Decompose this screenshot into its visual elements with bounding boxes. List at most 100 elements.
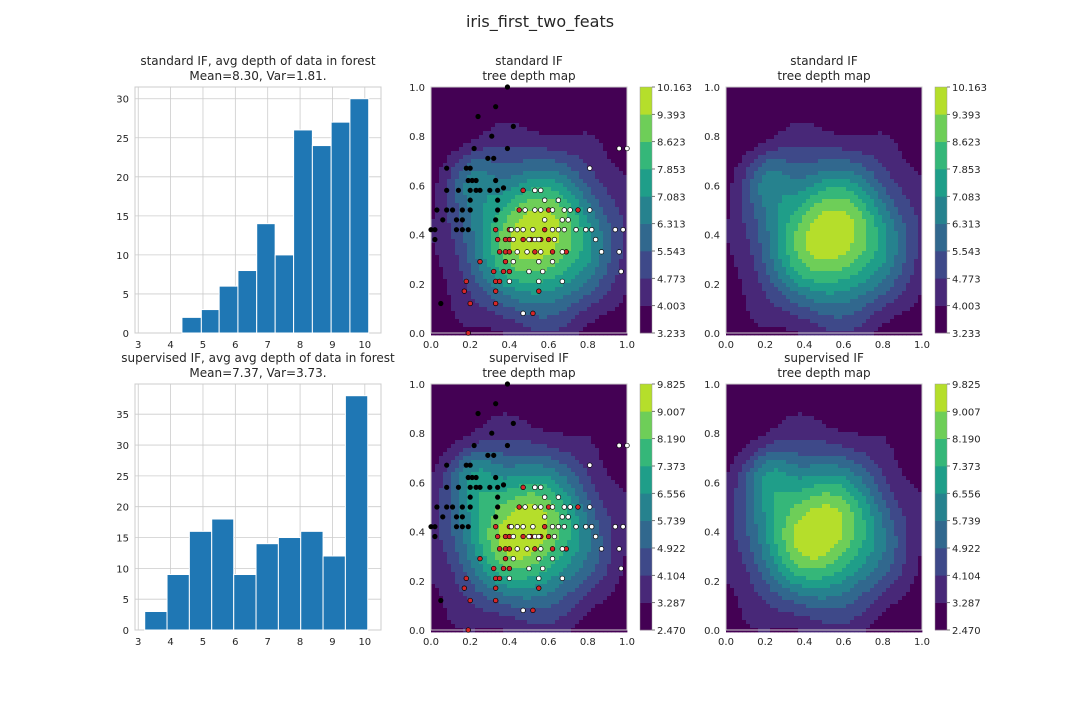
contour-cell bbox=[611, 211, 616, 216]
contour-cell bbox=[782, 171, 787, 176]
contour-cell bbox=[499, 199, 504, 204]
contour-cell bbox=[758, 259, 763, 264]
contour-cell bbox=[746, 107, 751, 112]
contour-cell bbox=[746, 99, 751, 104]
contour-cell bbox=[830, 307, 835, 312]
contour-cell bbox=[790, 151, 795, 156]
contour-cell bbox=[563, 327, 568, 332]
contour-cell bbox=[571, 211, 576, 216]
contour-cell bbox=[495, 203, 500, 208]
contour-cell bbox=[742, 291, 747, 296]
contour-cell bbox=[762, 167, 767, 172]
contour-cell bbox=[531, 315, 536, 320]
contour-cell bbox=[830, 271, 835, 276]
contour-cell bbox=[435, 279, 440, 284]
contour-cell bbox=[818, 199, 823, 204]
contour-cell bbox=[754, 311, 759, 316]
contour-cell bbox=[623, 291, 628, 296]
contour-cell bbox=[471, 187, 476, 192]
contour-cell bbox=[782, 131, 787, 136]
contour-cell bbox=[567, 319, 572, 324]
contour-cell bbox=[762, 127, 767, 132]
contour-cell bbox=[802, 215, 807, 220]
contour-cell bbox=[814, 199, 819, 204]
contour-cell bbox=[515, 91, 520, 96]
contour-cell bbox=[623, 187, 628, 192]
contour-cell bbox=[551, 183, 556, 188]
contour-cell bbox=[730, 255, 735, 260]
contour-cell bbox=[738, 175, 743, 180]
contour-cell bbox=[794, 183, 799, 188]
contour-cell bbox=[830, 247, 835, 252]
contour-cell bbox=[575, 287, 580, 292]
contour-cell bbox=[467, 251, 472, 256]
contour-cell bbox=[479, 179, 484, 184]
contour-cell bbox=[439, 119, 444, 124]
contour-cell bbox=[479, 271, 484, 276]
contour-cell bbox=[495, 191, 500, 196]
contour-cell bbox=[730, 303, 735, 308]
contour-cell bbox=[790, 87, 795, 92]
contour-cell bbox=[623, 263, 628, 268]
contour-cell bbox=[511, 327, 516, 332]
contour-cell bbox=[611, 251, 616, 256]
contour-cell bbox=[726, 135, 731, 140]
contour-cell bbox=[555, 191, 560, 196]
contour-cell bbox=[730, 211, 735, 216]
contour-cell bbox=[511, 111, 516, 116]
contour-cell bbox=[443, 127, 448, 132]
contour-cell bbox=[543, 195, 548, 200]
contour-cell bbox=[535, 115, 540, 120]
contour-cell bbox=[567, 127, 572, 132]
contour-cell bbox=[523, 111, 528, 116]
contour-cell bbox=[730, 223, 735, 228]
contour-cell bbox=[579, 231, 584, 236]
contour-cell bbox=[439, 247, 444, 252]
contour-cell bbox=[738, 247, 743, 252]
contour-cell bbox=[595, 287, 600, 292]
contour-cell bbox=[778, 159, 783, 164]
contour-cell bbox=[459, 243, 464, 248]
contour-cell bbox=[607, 263, 612, 268]
contour-cell bbox=[762, 287, 767, 292]
contour-cell bbox=[750, 171, 755, 176]
contour-cell bbox=[810, 91, 815, 96]
contour-cell bbox=[774, 207, 779, 212]
contour-cell bbox=[559, 287, 564, 292]
contour-cell bbox=[758, 123, 763, 128]
contour-cell bbox=[591, 247, 596, 252]
contour-cell bbox=[830, 255, 835, 260]
other-point bbox=[510, 259, 516, 265]
contour-cell bbox=[794, 223, 799, 228]
contour-cell bbox=[499, 119, 504, 124]
contour-cell bbox=[778, 207, 783, 212]
contour-cell bbox=[431, 195, 436, 200]
x-tick-label: 6 bbox=[232, 637, 238, 648]
contour-cell bbox=[459, 211, 464, 216]
contour-cell bbox=[559, 139, 564, 144]
contour-cell bbox=[599, 283, 604, 288]
contour-cell bbox=[742, 139, 747, 144]
contour-cell bbox=[611, 151, 616, 156]
contour-cell bbox=[826, 275, 831, 280]
contour-cell bbox=[495, 243, 500, 248]
contour-cell bbox=[579, 87, 584, 92]
contour-cell bbox=[786, 195, 791, 200]
contour-cell bbox=[595, 311, 600, 316]
contour-cell bbox=[547, 291, 552, 296]
contour-cell bbox=[531, 139, 536, 144]
contour-cell bbox=[431, 179, 436, 184]
contour-cell bbox=[615, 91, 620, 96]
contour-cell bbox=[435, 123, 440, 128]
contour-cell bbox=[551, 187, 556, 192]
contour-cell bbox=[431, 87, 436, 92]
contour-cell bbox=[822, 99, 827, 104]
contour-cell bbox=[459, 267, 464, 272]
contour-cell bbox=[499, 203, 504, 208]
contour-cell bbox=[778, 147, 783, 152]
contour-cell bbox=[435, 307, 440, 312]
contour-cell bbox=[479, 327, 484, 332]
contour-cell bbox=[766, 195, 771, 200]
contour-cell bbox=[567, 167, 572, 172]
contour-cell bbox=[563, 131, 568, 136]
